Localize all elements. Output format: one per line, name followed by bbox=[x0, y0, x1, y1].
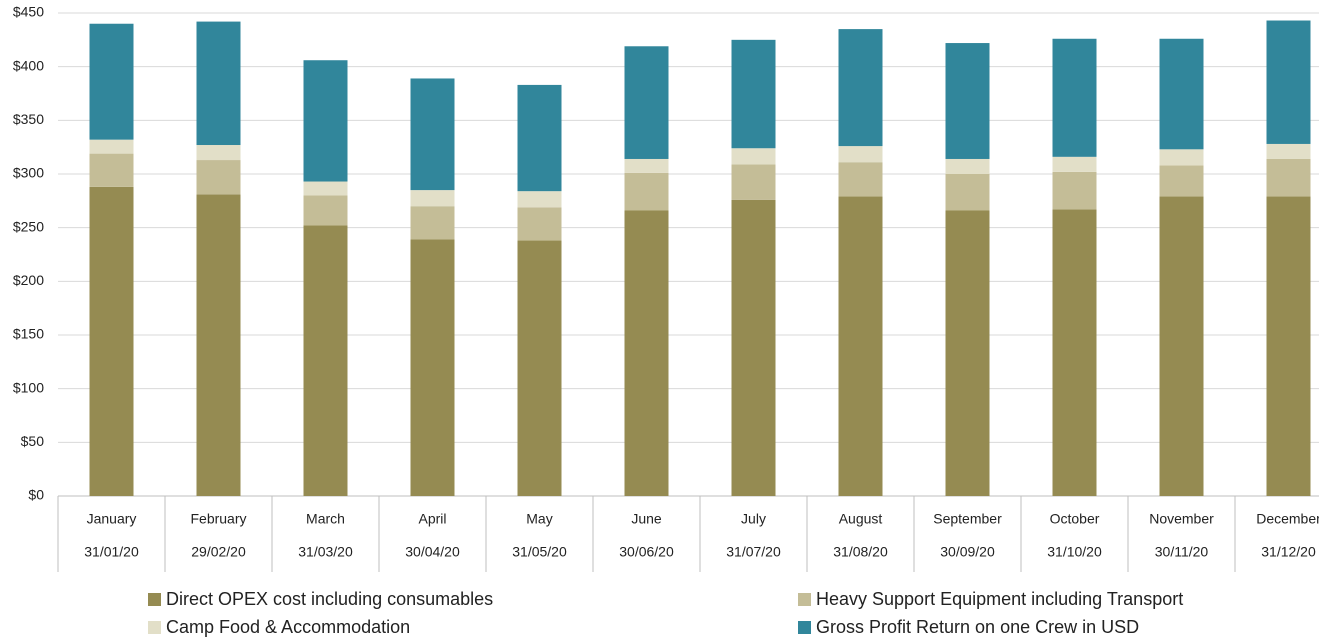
y-tick-label: $300 bbox=[13, 165, 44, 181]
bar-segment bbox=[517, 207, 562, 241]
y-tick-label: $450 bbox=[13, 4, 44, 20]
bar-segment bbox=[303, 195, 348, 226]
bar-segment bbox=[517, 191, 562, 208]
bar-segment bbox=[89, 139, 134, 154]
x-tick-label: July bbox=[741, 511, 766, 527]
bar-segment bbox=[838, 196, 883, 497]
bar-segment bbox=[303, 225, 348, 496]
y-tick-label: $150 bbox=[13, 326, 44, 342]
x-date-label: 31/03/20 bbox=[298, 544, 353, 560]
bar-segment bbox=[89, 186, 134, 496]
bar-segment bbox=[838, 29, 883, 147]
x-tick-label: August bbox=[839, 511, 883, 527]
bar-segment bbox=[1266, 143, 1311, 159]
legend-swatch bbox=[148, 621, 161, 634]
x-date-label: 31/07/20 bbox=[726, 544, 781, 560]
bar-segment bbox=[945, 174, 990, 211]
y-tick-label: $50 bbox=[21, 433, 45, 449]
bar-segment bbox=[624, 158, 669, 173]
legend-label: Gross Profit Return on one Crew in USD bbox=[816, 617, 1139, 637]
legend-swatch bbox=[798, 621, 811, 634]
x-tick-label: May bbox=[526, 511, 552, 527]
bar-segment bbox=[89, 23, 134, 140]
x-tick-label: February bbox=[190, 511, 246, 527]
bar-segment bbox=[624, 46, 669, 159]
y-tick-label: $250 bbox=[13, 218, 44, 234]
y-tick-label: $350 bbox=[13, 111, 44, 127]
bar-segment bbox=[410, 239, 455, 496]
legend-swatch bbox=[798, 593, 811, 606]
bar-segment bbox=[303, 181, 348, 196]
bar-segment bbox=[1159, 165, 1204, 197]
x-tick-label: October bbox=[1050, 511, 1100, 527]
bar-segment bbox=[196, 145, 241, 161]
y-tick-label: $100 bbox=[13, 379, 44, 395]
x-date-label: 30/09/20 bbox=[940, 544, 995, 560]
bar-segment bbox=[945, 43, 990, 159]
bar-segment bbox=[945, 158, 990, 174]
x-date-label: 30/04/20 bbox=[405, 544, 460, 560]
legend-label: Camp Food & Accommodation bbox=[166, 617, 410, 637]
x-date-label: 30/06/20 bbox=[619, 544, 674, 560]
x-tick-label: March bbox=[306, 511, 345, 527]
bar-segment bbox=[1159, 196, 1204, 497]
bar-segment bbox=[1052, 171, 1097, 210]
bar-segment bbox=[1052, 156, 1097, 172]
bar-segment bbox=[945, 210, 990, 496]
bar-segment bbox=[838, 146, 883, 163]
x-date-label: 30/11/20 bbox=[1155, 544, 1209, 560]
bar-segment bbox=[731, 164, 776, 200]
bar-segment bbox=[1266, 158, 1311, 197]
x-tick-label: April bbox=[418, 511, 446, 527]
bar-segment bbox=[624, 172, 669, 211]
bar-segment bbox=[1052, 38, 1097, 157]
bar-segment bbox=[410, 190, 455, 207]
bar-segment bbox=[89, 153, 134, 187]
legend-label: Direct OPEX cost including consumables bbox=[166, 589, 493, 609]
bar-segment bbox=[1159, 149, 1204, 166]
bar-segment bbox=[731, 39, 776, 149]
y-tick-label: $200 bbox=[13, 272, 44, 288]
x-date-label: 31/12/20 bbox=[1261, 544, 1316, 560]
bar-segment bbox=[517, 240, 562, 496]
bar-segment bbox=[196, 194, 241, 497]
x-date-label: 31/05/20 bbox=[512, 544, 567, 560]
y-tick-label: $400 bbox=[13, 57, 44, 73]
bar-segment bbox=[1266, 20, 1311, 144]
x-tick-label: November bbox=[1149, 511, 1214, 527]
x-tick-label: June bbox=[631, 511, 662, 527]
bar-segment bbox=[196, 21, 241, 146]
x-date-label: 31/08/20 bbox=[833, 544, 888, 560]
x-tick-label: December bbox=[1256, 511, 1319, 527]
bar-segment bbox=[731, 199, 776, 496]
bar-segment bbox=[517, 84, 562, 192]
x-tick-label: January bbox=[87, 511, 137, 527]
x-date-label: 31/10/20 bbox=[1047, 544, 1102, 560]
bar-segment bbox=[303, 60, 348, 182]
bar-segment bbox=[838, 162, 883, 197]
bar-segment bbox=[196, 160, 241, 195]
x-tick-label: September bbox=[933, 511, 1002, 527]
bar-segment bbox=[410, 206, 455, 240]
bar-segment bbox=[410, 78, 455, 191]
legend-label: Heavy Support Equipment including Transp… bbox=[816, 589, 1183, 609]
bar-segment bbox=[1159, 38, 1204, 150]
bar-segment bbox=[1052, 209, 1097, 497]
bar-segment bbox=[624, 210, 669, 496]
y-tick-label: $0 bbox=[28, 487, 44, 503]
bar-segment bbox=[1266, 196, 1311, 497]
x-date-label: 31/01/20 bbox=[84, 544, 139, 560]
legend-swatch bbox=[148, 593, 161, 606]
x-date-label: 29/02/20 bbox=[191, 544, 246, 560]
bar-segment bbox=[731, 148, 776, 165]
